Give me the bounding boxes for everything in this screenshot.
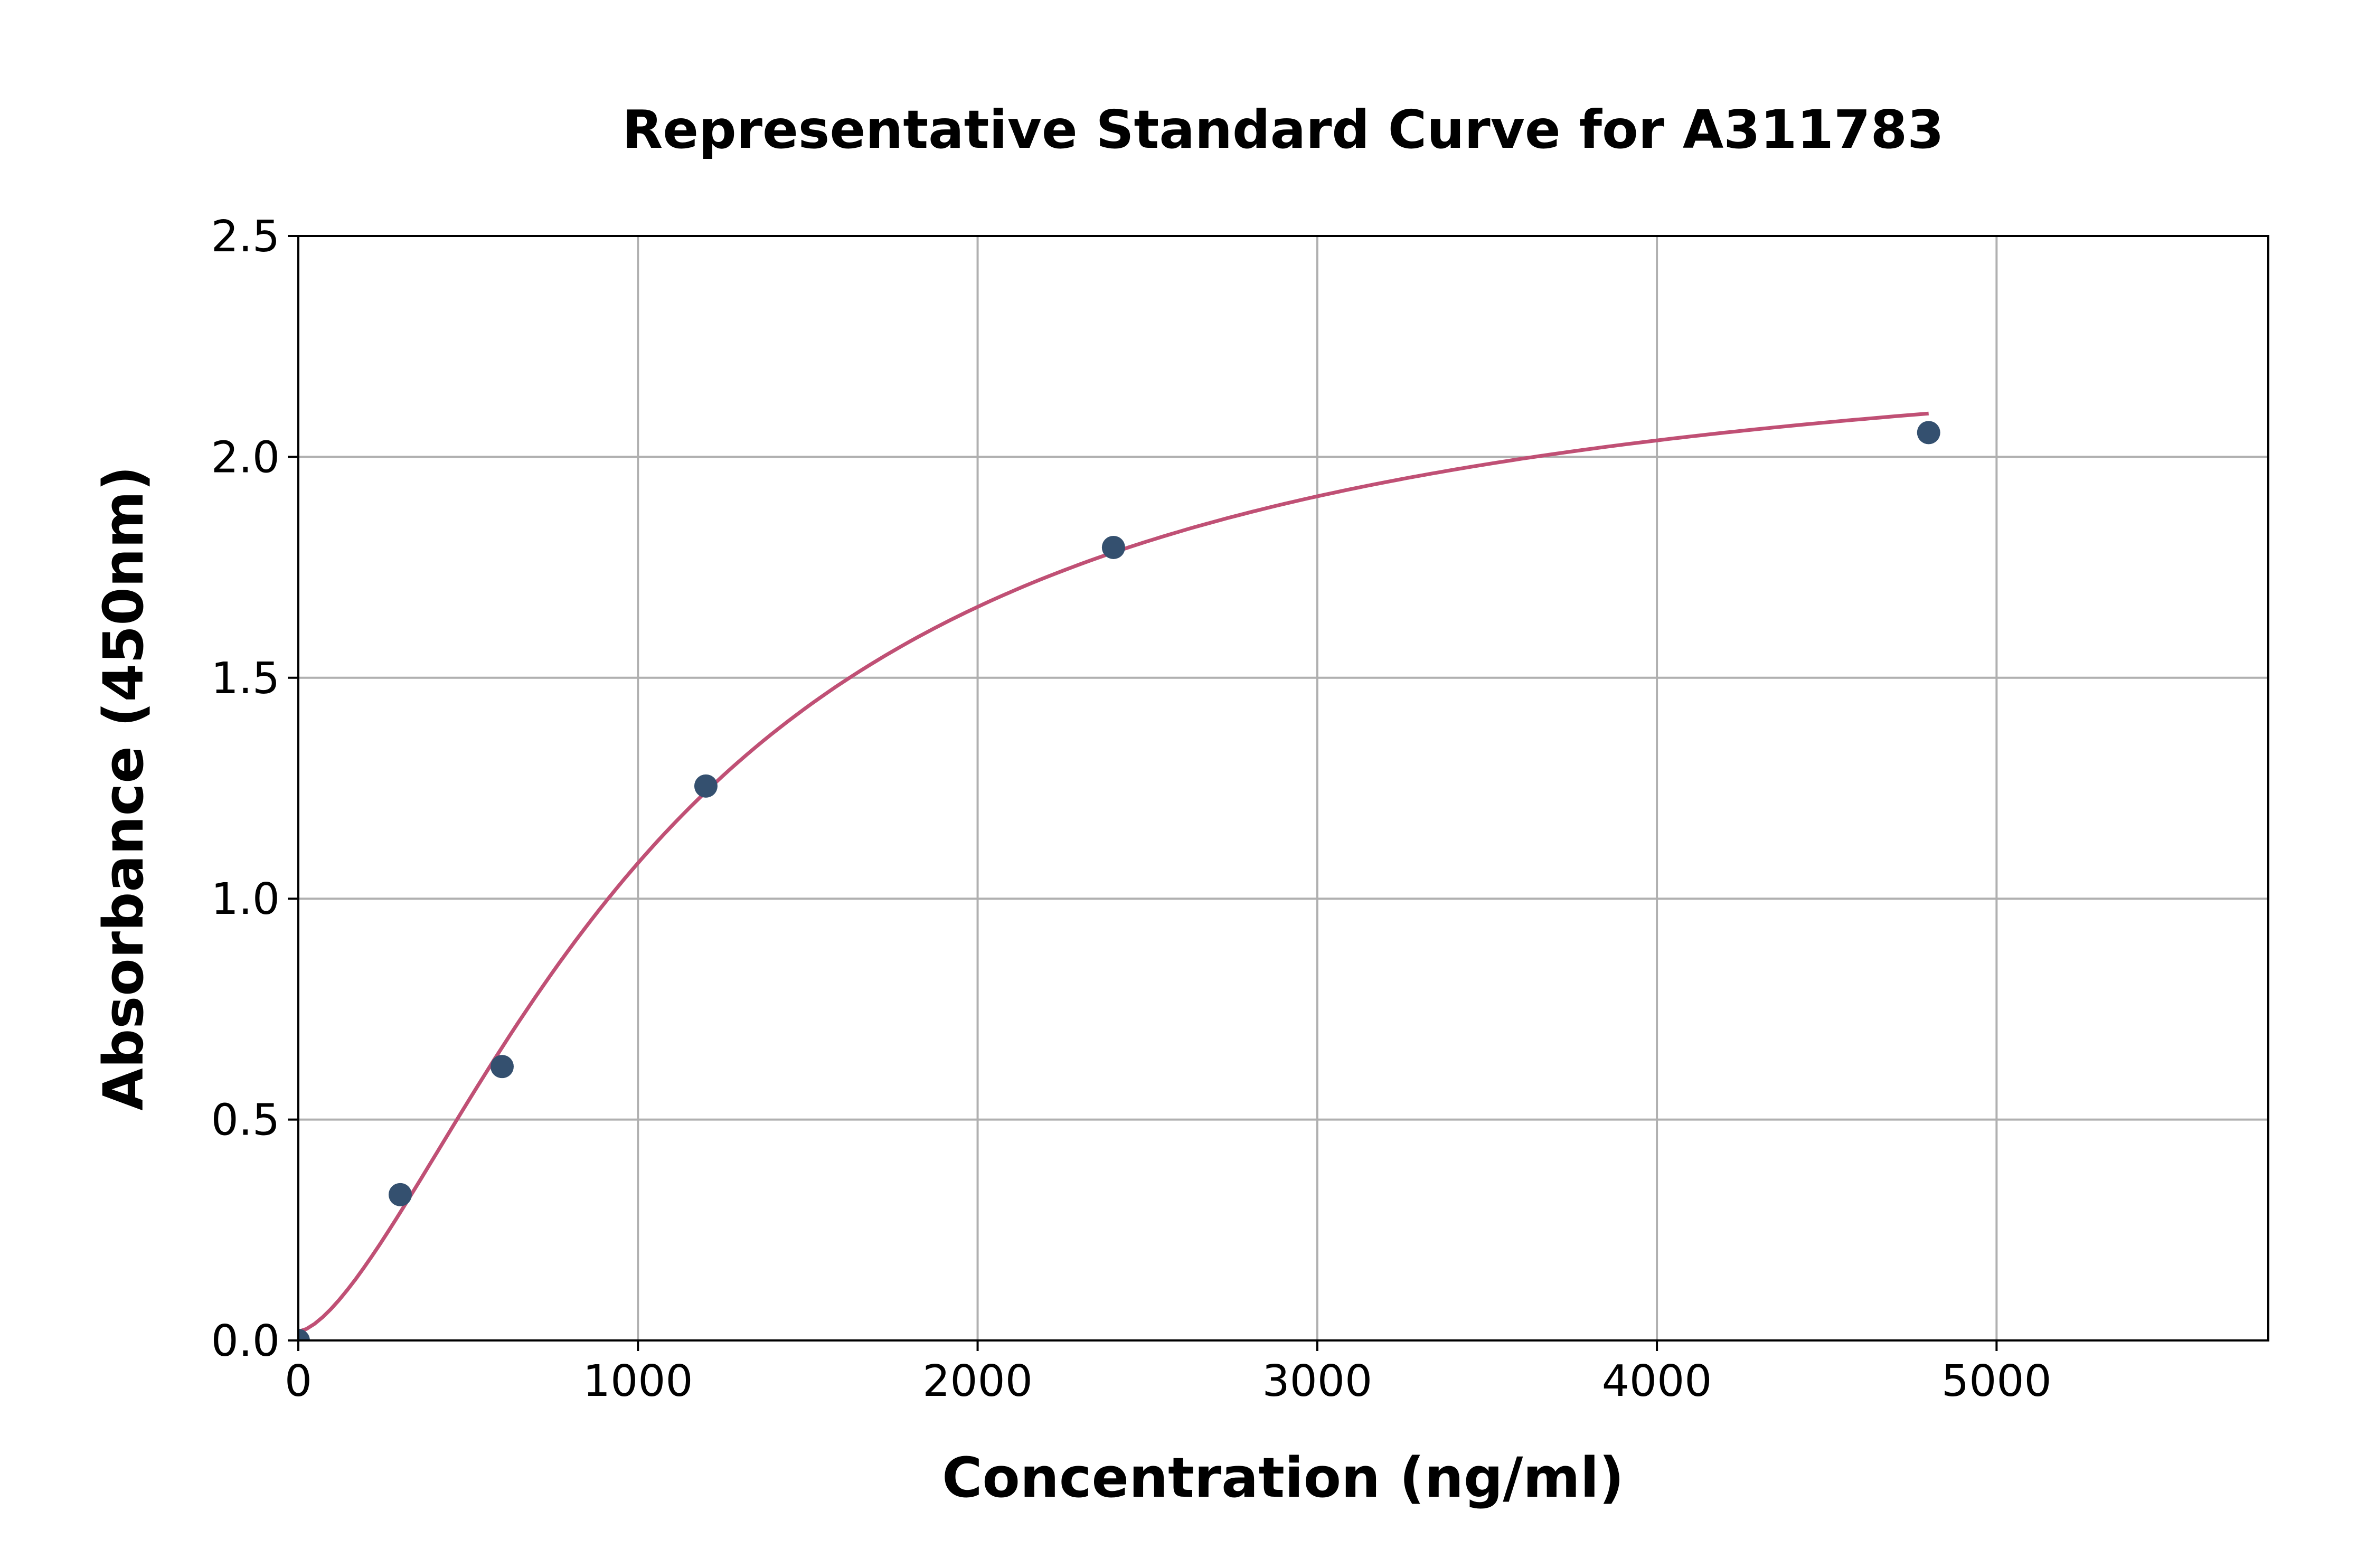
data-point [1917,421,1940,445]
x-tick-label: 1000 [583,1356,693,1406]
y-tick-label: 1.0 [211,874,280,924]
data-point [388,1183,412,1206]
x-axis-label: Concentration (ng/ml) [942,1446,1624,1510]
data-point [694,774,718,798]
data-point [298,1329,310,1340]
y-tick-label: 0.0 [211,1316,280,1366]
ticks: 0 1000 2000 3000 4000 5000 0.0 0.5 1.0 1.5 2.0 2.5 [211,212,2052,1406]
y-tick-label: 1.5 [211,654,280,704]
y-axis-label: Absorbance (450nm) [91,466,156,1110]
data-point [1101,535,1125,559]
chart-title: Representative Standard Curve for A31178… [622,99,1944,160]
y-tick-label: 2.0 [211,432,280,483]
x-tick-label: 0 [285,1356,312,1406]
x-tick-label: 5000 [1941,1356,2052,1406]
x-tick-label: 3000 [1262,1356,1372,1406]
plot-frame [297,235,2269,1342]
y-tick-label: 0.5 [211,1095,280,1146]
x-tick-label: 2000 [922,1356,1033,1406]
y-tick-label: 2.5 [211,212,280,262]
x-tick-label: 4000 [1602,1356,1712,1406]
data-point [490,1055,514,1079]
data-points [298,421,1940,1340]
grid [297,235,2268,1342]
